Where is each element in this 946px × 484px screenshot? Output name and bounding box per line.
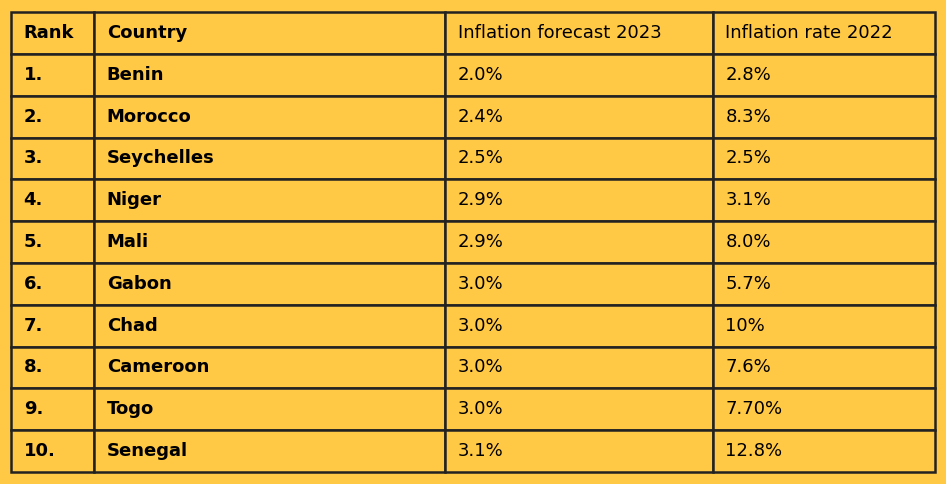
- Text: 7.6%: 7.6%: [726, 358, 771, 377]
- Bar: [11, 221, 95, 263]
- Bar: [11, 305, 95, 347]
- Bar: [95, 96, 446, 137]
- Text: 8.0%: 8.0%: [726, 233, 771, 251]
- Text: Inflation rate 2022: Inflation rate 2022: [726, 24, 893, 42]
- Bar: [95, 221, 446, 263]
- Bar: [95, 305, 446, 347]
- Bar: [713, 179, 935, 221]
- Text: 8.3%: 8.3%: [726, 107, 771, 126]
- Bar: [95, 179, 446, 221]
- Text: 3.0%: 3.0%: [458, 317, 503, 334]
- Text: Chad: Chad: [107, 317, 157, 334]
- Text: 2.9%: 2.9%: [458, 233, 503, 251]
- Bar: [95, 263, 446, 305]
- Text: Cameroon: Cameroon: [107, 358, 209, 377]
- Bar: [713, 430, 935, 472]
- Bar: [11, 430, 95, 472]
- Text: 3.0%: 3.0%: [458, 358, 503, 377]
- Bar: [713, 388, 935, 430]
- Bar: [446, 388, 713, 430]
- Bar: [446, 12, 713, 54]
- Text: 1.: 1.: [24, 66, 43, 84]
- Bar: [95, 137, 446, 179]
- Text: Rank: Rank: [24, 24, 74, 42]
- Text: Seychelles: Seychelles: [107, 150, 215, 167]
- Text: 10%: 10%: [726, 317, 765, 334]
- Text: 3.: 3.: [24, 150, 43, 167]
- Text: Morocco: Morocco: [107, 107, 191, 126]
- Text: 12.8%: 12.8%: [726, 442, 782, 460]
- Bar: [713, 305, 935, 347]
- Bar: [11, 388, 95, 430]
- Text: Niger: Niger: [107, 191, 162, 209]
- Bar: [11, 96, 95, 137]
- Bar: [95, 347, 446, 388]
- Text: 3.0%: 3.0%: [458, 275, 503, 293]
- Text: 8.: 8.: [24, 358, 44, 377]
- Text: 5.7%: 5.7%: [726, 275, 771, 293]
- Bar: [446, 347, 713, 388]
- Text: 6.: 6.: [24, 275, 43, 293]
- Bar: [713, 347, 935, 388]
- Text: 2.4%: 2.4%: [458, 107, 503, 126]
- Text: 4.: 4.: [24, 191, 43, 209]
- Bar: [446, 54, 713, 96]
- Text: 10.: 10.: [24, 442, 56, 460]
- Bar: [713, 137, 935, 179]
- Text: 7.: 7.: [24, 317, 43, 334]
- Text: Mali: Mali: [107, 233, 149, 251]
- Text: Gabon: Gabon: [107, 275, 171, 293]
- Text: 2.8%: 2.8%: [726, 66, 771, 84]
- Text: 2.9%: 2.9%: [458, 191, 503, 209]
- Bar: [11, 263, 95, 305]
- Bar: [713, 96, 935, 137]
- Bar: [446, 179, 713, 221]
- Bar: [11, 179, 95, 221]
- Text: 2.5%: 2.5%: [726, 150, 771, 167]
- Bar: [713, 12, 935, 54]
- Bar: [446, 430, 713, 472]
- Text: 3.1%: 3.1%: [726, 191, 771, 209]
- Bar: [95, 430, 446, 472]
- Text: Inflation forecast 2023: Inflation forecast 2023: [458, 24, 661, 42]
- Bar: [446, 221, 713, 263]
- Bar: [95, 388, 446, 430]
- Bar: [95, 54, 446, 96]
- Bar: [95, 12, 446, 54]
- Bar: [713, 263, 935, 305]
- Text: Senegal: Senegal: [107, 442, 188, 460]
- Text: 2.0%: 2.0%: [458, 66, 503, 84]
- Text: Benin: Benin: [107, 66, 165, 84]
- Text: 7.70%: 7.70%: [726, 400, 782, 418]
- Text: 5.: 5.: [24, 233, 43, 251]
- Text: 9.: 9.: [24, 400, 43, 418]
- Bar: [11, 347, 95, 388]
- Bar: [11, 12, 95, 54]
- Text: 3.0%: 3.0%: [458, 400, 503, 418]
- Bar: [11, 137, 95, 179]
- Bar: [713, 221, 935, 263]
- Bar: [713, 54, 935, 96]
- Bar: [446, 96, 713, 137]
- Text: 2.5%: 2.5%: [458, 150, 503, 167]
- Bar: [446, 137, 713, 179]
- Text: Togo: Togo: [107, 400, 154, 418]
- Text: Country: Country: [107, 24, 187, 42]
- Text: 2.: 2.: [24, 107, 43, 126]
- Bar: [446, 305, 713, 347]
- Bar: [11, 54, 95, 96]
- Bar: [446, 263, 713, 305]
- Text: 3.1%: 3.1%: [458, 442, 503, 460]
